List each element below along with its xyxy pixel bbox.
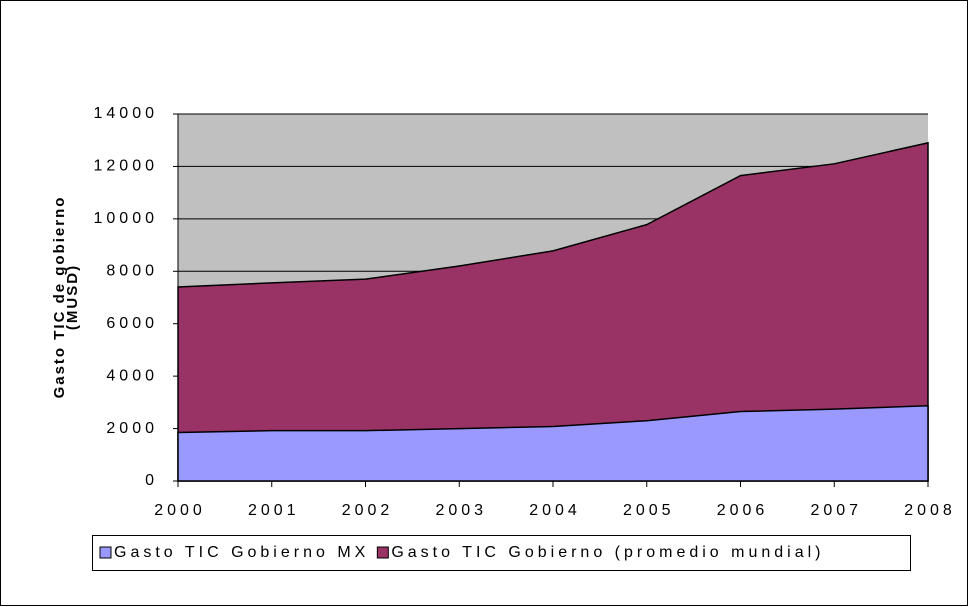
legend-swatch (376, 546, 389, 559)
y-tick-label: 12000 (94, 158, 159, 175)
x-tick-label: 2000 (154, 502, 206, 519)
legend: Gasto TIC Gobierno MX Gasto TIC Gobierno … (92, 535, 911, 571)
legend-label: Gasto TIC Gobierno MX (114, 544, 369, 561)
y-tick-label: 4000 (106, 367, 158, 384)
x-tick-label: 2008 (904, 502, 956, 519)
x-tick-label: 2004 (529, 502, 581, 519)
area (177, 141, 929, 482)
y-tick-label: 2000 (106, 420, 158, 437)
y-tick-label: 0 (145, 472, 158, 489)
legend-swatch (99, 546, 112, 559)
y-tick-label: 6000 (106, 315, 158, 332)
x-tick-label: 2002 (342, 502, 394, 519)
y-tick-label: 10000 (94, 210, 159, 227)
x-tick-label: 2005 (623, 502, 675, 519)
legend-box (92, 535, 911, 571)
y-tick-label: 8000 (106, 263, 158, 280)
area (177, 404, 929, 482)
y-tick-label: 14000 (94, 105, 159, 122)
x-tick-label: 2003 (435, 502, 487, 519)
legend-label: Gasto TIC Gobierno (promedio mundial) (391, 544, 824, 561)
x-tick-label: 2007 (810, 502, 862, 519)
y-axis-label: (MUSD) (64, 264, 81, 330)
x-tick-label: 2001 (248, 502, 300, 519)
x-tick-label: 2006 (717, 502, 769, 519)
y-axis-label: Gasto TIC de gobierno (51, 196, 68, 399)
